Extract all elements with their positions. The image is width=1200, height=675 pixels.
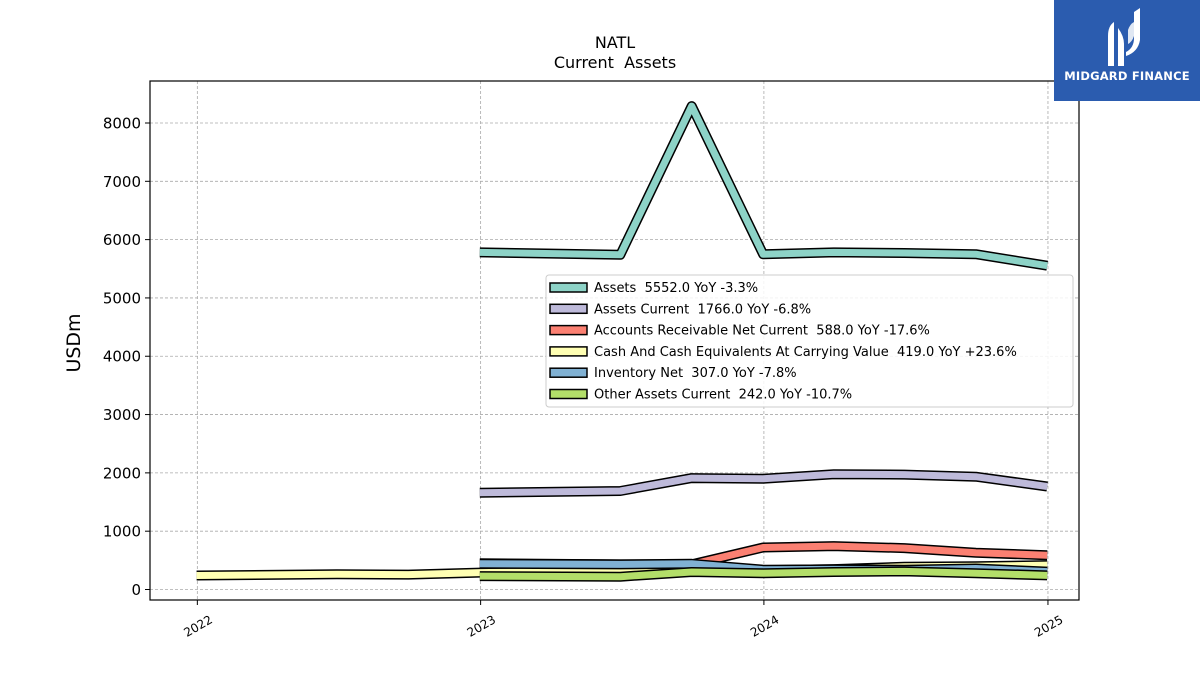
series-path <box>479 470 1048 497</box>
legend-swatch <box>549 282 588 293</box>
series-line <box>479 566 1048 582</box>
chart-title: NATL <box>595 33 635 52</box>
y-axis-label: USDm <box>63 313 85 372</box>
legend-swatch <box>549 346 588 357</box>
y-tick-label: 2000 <box>103 464 141 482</box>
y-tick-label: 5000 <box>103 289 141 307</box>
y-tick-label: 4000 <box>103 348 141 366</box>
series-line <box>479 469 1048 498</box>
legend-entry: Accounts Receivable Net Current 588.0 Yo… <box>594 324 930 339</box>
brand-name: MIDGARD FINANCE <box>1064 69 1190 83</box>
brand-logo: MIDGARD FINANCE <box>1054 0 1200 101</box>
legend-entry: Cash And Cash Equivalents At Carrying Va… <box>594 345 1017 360</box>
y-tick-label: 1000 <box>103 523 141 541</box>
y-tick-label: 6000 <box>103 231 141 249</box>
y-tick-label: 3000 <box>103 406 141 424</box>
brand-mark-icon <box>1108 8 1140 66</box>
y-tick-label: 7000 <box>103 173 141 191</box>
legend-swatch <box>549 367 588 378</box>
series-path <box>479 102 1048 270</box>
legend-swatch <box>549 388 588 400</box>
series-layer <box>196 101 1048 582</box>
grid <box>150 81 1079 600</box>
chart-subtitle: Current Assets <box>554 53 676 72</box>
legend-swatch <box>549 324 588 336</box>
legend-entry: Assets Current 1766.0 YoY -6.8% <box>594 302 811 317</box>
series-path <box>479 567 1048 581</box>
legend-entry: Other Assets Current 242.0 YoY -10.7% <box>594 388 852 403</box>
y-tick-label: 0 <box>131 581 141 599</box>
legend-box <box>545 274 1074 408</box>
plot-frame <box>149 80 1080 601</box>
legend: Assets 5552.0 YoY -3.3% Assets Current 17… <box>545 274 1074 408</box>
series-line <box>479 101 1048 271</box>
legend-swatch <box>549 303 588 315</box>
legend-entry: Assets 5552.0 YoY -3.3% <box>594 281 758 296</box>
y-tick-label: 8000 <box>103 114 141 132</box>
legend-entry: Inventory Net 307.0 YoY -7.8% <box>594 366 797 381</box>
